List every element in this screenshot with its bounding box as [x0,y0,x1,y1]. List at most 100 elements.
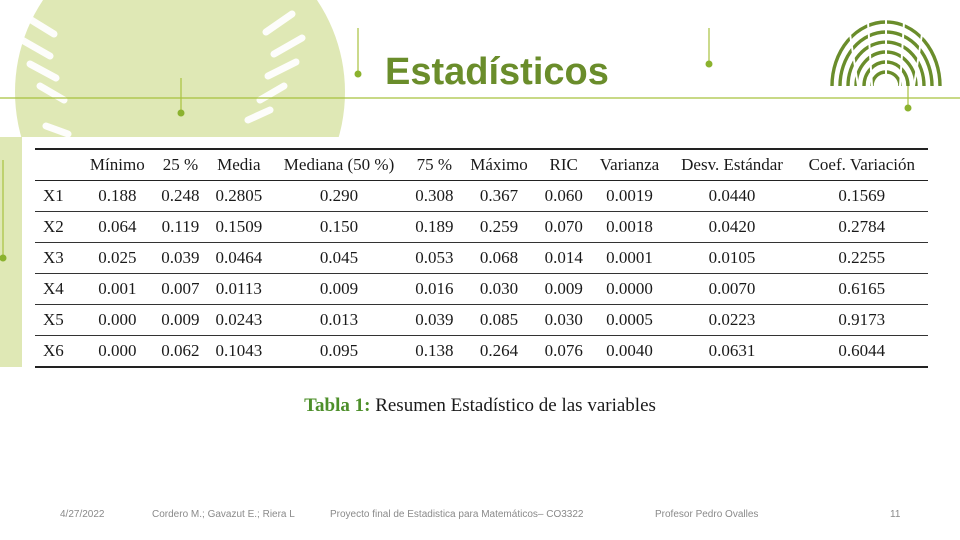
header-cell [35,149,81,181]
caption-label: Tabla 1: [304,395,371,416]
table-cell: 0.025 [98,248,137,267]
row-label: X3 [43,248,64,267]
header-cell: 25 % [162,155,199,174]
table-cell: 0.053 [415,248,454,267]
table-cell: 0.290 [319,186,359,205]
table-cell: 0.0243 [215,310,263,329]
table-cell: 0.308 [415,186,454,205]
row-label: X6 [43,341,64,360]
table-cell: 0.000 [98,341,137,360]
table-cell: 0.039 [161,248,200,267]
table-cell: 0.085 [479,310,519,329]
university-logo-icon [830,18,942,87]
table-cell: 0.014 [544,248,583,267]
table-cell: 0.264 [479,341,519,360]
table-cell: 0.1043 [215,341,263,360]
table-cell: 0.068 [479,248,519,267]
table-cell: 0.016 [415,279,454,298]
table-cell: 0.150 [319,217,359,236]
stitch-marks [18,10,306,160]
header-cell: Máximo [470,155,528,174]
table-cell: 0.0005 [606,310,653,329]
row-label: X2 [43,217,64,236]
table-cell: 0.095 [319,341,359,360]
table-cell: 0.030 [479,279,519,298]
table-cell: 0.039 [415,310,454,329]
table-cell: 0.0105 [708,248,756,267]
footer-project: Proyecto final de Estadistica para Matem… [330,509,584,520]
table-cell: 0.007 [161,279,200,298]
table-cell: 0.0440 [708,186,756,205]
table-row: X4 0.001 0.007 0.0113 0.009 0.016 0.030 … [35,274,928,305]
table-cell: 0.1509 [215,217,263,236]
table-row: X1 0.188 0.248 0.2805 0.290 0.308 0.367 … [35,181,928,212]
table-cell: 0.076 [544,341,583,360]
table-cell: 0.6044 [838,341,886,360]
table-row: X6 0.000 0.062 0.1043 0.095 0.138 0.264 … [35,336,928,367]
table-cell: 0.1569 [838,186,886,205]
header-cell: Media [217,155,261,174]
row-label: X5 [43,310,64,329]
table-cell: 0.0464 [215,248,263,267]
header-cell: Varianza [599,155,660,174]
footer-authors: Cordero M.; Gavazut E.; Riera L [152,509,295,520]
table-panel [22,137,940,377]
table-cell: 0.0040 [606,341,653,360]
header-cell: Coef. Variación [808,155,915,174]
header-cell: 75 % [416,155,453,174]
footer-date: 4/27/2022 [60,509,105,520]
table-cell: 0.0420 [708,217,756,236]
table-cell: 0.248 [161,186,200,205]
table-row: X5 0.000 0.009 0.0243 0.013 0.039 0.085 … [35,305,928,336]
table-cell: 0.060 [544,186,583,205]
table-cell: 0.0223 [708,310,756,329]
table-cell: 0.0631 [708,341,756,360]
table-cell: 0.0000 [606,279,653,298]
caption-text: Resumen Estadístico de las variables [370,395,656,416]
table-cell: 0.001 [98,279,137,298]
table-cell: 0.070 [544,217,583,236]
table-cell: 0.009 [161,310,200,329]
table-cell: 0.138 [415,341,454,360]
footer-professor: Profesor Pedro Ovalles [655,509,759,520]
table-cell: 0.045 [319,248,359,267]
table-cell: 0.062 [161,341,200,360]
table-header-row: Mínimo 25 % Media Mediana (50 %) 75 % Má… [35,149,928,181]
table-cell: 0.009 [544,279,583,298]
header-cell: Mediana (50 %) [283,155,395,174]
table-cell: 0.2255 [838,248,886,267]
table-cell: 0.064 [98,217,137,236]
decor-lines [0,28,960,256]
slide-number: 11 [890,509,901,520]
row-label: X1 [43,186,64,205]
table-cell: 0.119 [161,217,200,236]
header-cell: Mínimo [89,155,145,174]
table-caption: Tabla 1: Resumen Estadístico de las vari… [0,395,960,417]
table-cell: 0.0001 [606,248,653,267]
table-cell: 0.367 [479,186,519,205]
decor-circle-notch [0,137,22,367]
slide-title: Estadísticos [385,51,609,93]
table-cell: 0.000 [98,310,137,329]
statistics-table: Mínimo 25 % Media Mediana (50 %) 75 % Má… [35,148,928,368]
table-cell: 0.0070 [708,279,756,298]
table-row: X2 0.064 0.119 0.1509 0.150 0.189 0.259 … [35,212,928,243]
header-cell: Desv. Estándar [681,155,783,174]
table-row: X3 0.025 0.039 0.0464 0.045 0.053 0.068 … [35,243,928,274]
table-cell: 0.9173 [838,310,886,329]
table-cell: 0.0113 [215,279,262,298]
header-cell: RIC [549,155,578,174]
table-cell: 0.2805 [215,186,263,205]
table-cell: 0.0018 [606,217,653,236]
table-cell: 0.188 [98,186,137,205]
table-cell: 0.030 [544,310,583,329]
table-cell: 0.0019 [606,186,653,205]
row-label: X4 [43,279,64,298]
table-cell: 0.259 [479,217,519,236]
table-cell: 0.2784 [838,217,886,236]
table-cell: 0.189 [415,217,454,236]
decor-dots [0,60,912,262]
table-cell: 0.009 [319,279,359,298]
table-cell: 0.013 [319,310,359,329]
table-cell: 0.6165 [838,279,886,298]
